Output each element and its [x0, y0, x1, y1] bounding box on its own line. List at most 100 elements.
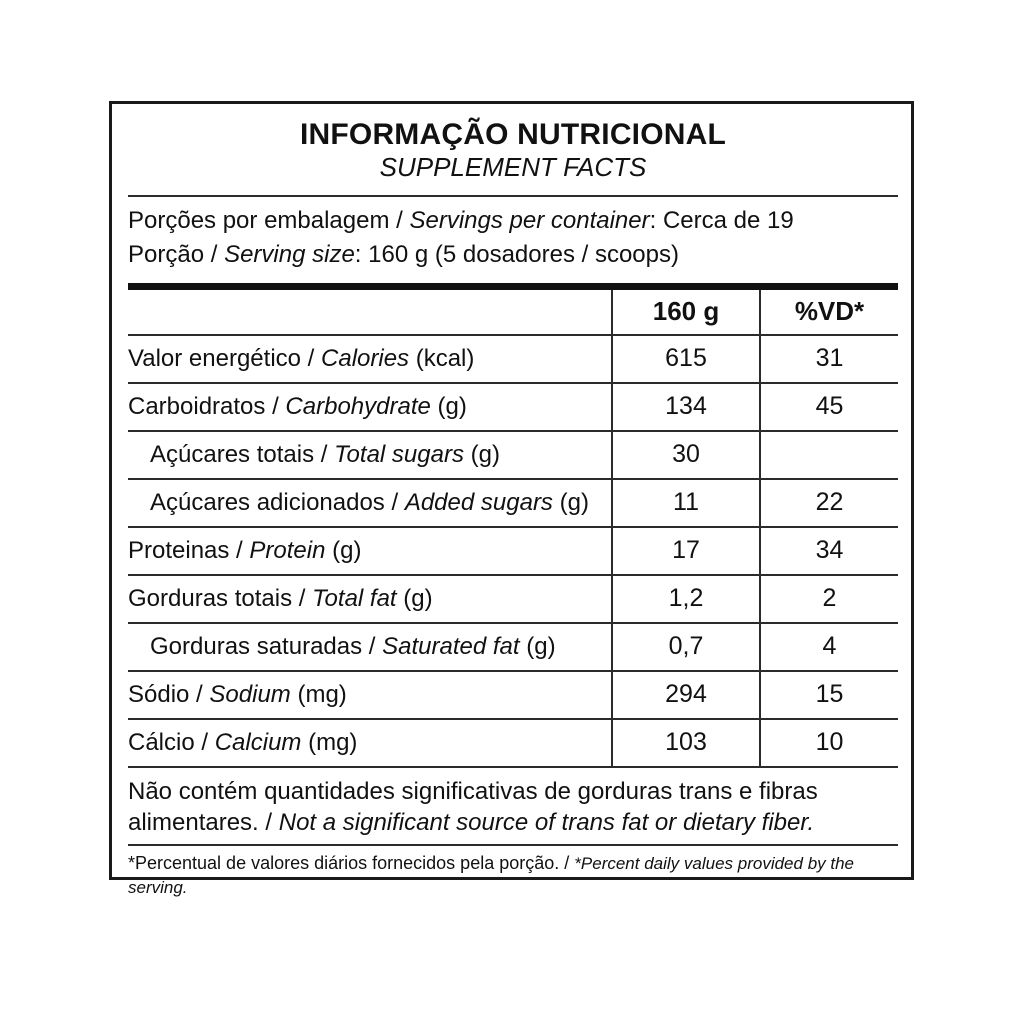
- servings-per-container-value: : Cerca de 19: [649, 206, 794, 234]
- daily-value-footnote-pt: *Percentual de valores diários fornecido…: [128, 852, 560, 873]
- serving-size-value: : 160 g (5 dosadores / scoops): [354, 241, 679, 269]
- nutrient-name-en: Sodium: [209, 680, 291, 708]
- nutrition-table-body: Valor energético / Calories (kcal) 615 31 C…: [128, 334, 898, 768]
- nutrient-name-cell: Açúcares totais / Total sugars (g): [128, 430, 612, 480]
- daily-value-footnote: *Percentual de valores diários fornecido…: [128, 846, 898, 900]
- table-row: Carboidratos / Carbohydrate (g) 134 45: [128, 382, 898, 432]
- nutrient-name-separator: /: [229, 536, 250, 564]
- nutrient-name-cell: Gorduras totais / Total fat (g): [128, 574, 612, 624]
- serving-size-line: Porção / Serving size: 160 g (5 dosadore…: [128, 238, 898, 273]
- nutrient-name-separator: /: [301, 344, 322, 372]
- servings-per-container-line: Porções por embalagem / Servings per con…: [128, 204, 898, 239]
- nutrient-amount-cell: 17: [611, 526, 760, 576]
- serving-size-label-pt: Porção: [128, 241, 205, 269]
- table-row: Valor energético / Calories (kcal) 615 31: [128, 334, 898, 384]
- nutrient-unit: (g): [403, 584, 433, 612]
- nutrient-name-pt: Valor energético: [128, 344, 301, 372]
- nutrient-name-cell: Gorduras saturadas / Saturated fat (g): [128, 622, 612, 672]
- nutrient-name-separator: /: [194, 728, 215, 756]
- nutrient-amount-cell: 615: [611, 334, 760, 384]
- table-row: Sódio / Sodium (mg) 294 15: [128, 670, 898, 720]
- nutrient-daily-value-cell: [759, 430, 898, 480]
- nutrient-name-pt: Gorduras saturadas: [150, 632, 363, 660]
- daily-value-footnote-separator: /: [559, 852, 575, 873]
- nutrient-name-separator: /: [292, 584, 313, 612]
- nutrient-daily-value-cell: 4: [759, 622, 898, 672]
- table-row: Proteinas / Protein (g) 17 34: [128, 526, 898, 576]
- nutrient-daily-value-cell: 15: [759, 670, 898, 720]
- nutrient-unit: (mg): [297, 680, 347, 708]
- servings-per-container-label-pt: Porções por embalagem: [128, 206, 390, 234]
- label-inner: INFORMAÇÃO NUTRICIONAL SUPPLEMENT FACTS …: [128, 104, 898, 899]
- nutrient-name-separator: /: [362, 632, 383, 660]
- table-header-row: 160 g %VD*: [128, 289, 898, 336]
- nutrient-daily-value-cell: 34: [759, 526, 898, 576]
- table-header-blank: [128, 289, 612, 336]
- page-title: INFORMAÇÃO NUTRICIONAL: [299, 118, 727, 151]
- nutrient-name-cell: Açúcares adicionados / Added sugars (g): [128, 478, 612, 528]
- nutrient-amount-cell: 30: [611, 430, 760, 480]
- nutrient-name-en: Added sugars: [404, 488, 553, 516]
- nutrient-amount-cell: 103: [611, 718, 760, 768]
- nutrient-amount-cell: 0,7: [611, 622, 760, 672]
- nutrient-name-en: Calcium: [214, 728, 302, 756]
- nutrient-unit: (kcal): [415, 344, 475, 372]
- nutrient-name-pt: Carboidratos: [128, 392, 266, 420]
- table-row: Açúcares totais / Total sugars (g) 30: [128, 430, 898, 480]
- nutrient-name-cell: Sódio / Sodium (mg): [128, 670, 612, 720]
- nutrient-unit: (g): [559, 488, 589, 516]
- nutrient-name-cell: Valor energético / Calories (kcal): [128, 334, 612, 384]
- nutrient-daily-value-cell: 10: [759, 718, 898, 768]
- nutrient-unit: (g): [437, 392, 467, 420]
- servings-separator-2: /: [204, 241, 225, 269]
- nutrient-name-pt: Sódio: [128, 680, 190, 708]
- nutrient-name-cell: Carboidratos / Carbohydrate (g): [128, 382, 612, 432]
- nutrient-unit: (g): [470, 440, 500, 468]
- nutrient-name-cell: Cálcio / Calcium (mg): [128, 718, 612, 768]
- nutrient-name-en: Saturated fat: [382, 632, 520, 660]
- nutrient-daily-value-cell: 22: [759, 478, 898, 528]
- daily-value-footnote-en: *Percent daily values provided by the se…: [128, 853, 855, 897]
- nutrient-name-en: Carbohydrate: [285, 392, 431, 420]
- nutrient-unit: (g): [332, 536, 362, 564]
- nutrient-name-en: Calories: [321, 344, 410, 372]
- nutrient-name-en: Protein: [249, 536, 326, 564]
- table-header-amount: 160 g: [611, 289, 760, 336]
- nutrient-name-separator: /: [384, 488, 405, 516]
- nutrient-name-pt: Açúcares adicionados: [150, 488, 385, 516]
- nutrient-amount-cell: 11: [611, 478, 760, 528]
- nutrient-name-pt: Açúcares totais: [150, 440, 315, 468]
- nutrient-daily-value-cell: 45: [759, 382, 898, 432]
- trans-fat-note-en: Not a significant source of trans fat or…: [278, 808, 815, 836]
- table-row: Cálcio / Calcium (mg) 103 10: [128, 718, 898, 768]
- servings-per-container-label-en: Servings per container: [409, 206, 650, 234]
- table-row: Açúcares adicionados / Added sugars (g) 1…: [128, 478, 898, 528]
- nutrient-daily-value-cell: 2: [759, 574, 898, 624]
- table-row: Gorduras totais / Total fat (g) 1,2 2: [128, 574, 898, 624]
- serving-size-label-en: Serving size: [224, 241, 355, 269]
- divider-thick-above-table: [128, 282, 898, 290]
- nutrient-amount-cell: 134: [611, 382, 760, 432]
- nutrient-name-separator: /: [189, 680, 210, 708]
- nutrition-table: 160 g %VD* Valor energético / Calories (…: [128, 289, 898, 768]
- nutrient-name-cell: Proteinas / Protein (g): [128, 526, 612, 576]
- nutrient-unit: (g): [526, 632, 556, 660]
- nutrient-name-pt: Proteinas: [128, 536, 230, 564]
- trans-fat-note-pt: Não contém quantidades significativas de…: [128, 777, 818, 836]
- trans-fat-note-separator: /: [258, 808, 279, 836]
- table-row: Gorduras saturadas / Saturated fat (g) 0,…: [128, 622, 898, 672]
- nutrition-facts-panel: INFORMAÇÃO NUTRICIONAL SUPPLEMENT FACTS …: [109, 101, 914, 897]
- nutrient-amount-cell: 1,2: [611, 574, 760, 624]
- nutrient-name-separator: /: [265, 392, 286, 420]
- servings-separator-1: /: [389, 206, 410, 234]
- page-subtitle: SUPPLEMENT FACTS: [379, 152, 647, 183]
- nutrient-name-pt: Cálcio: [128, 728, 195, 756]
- servings-block: Porções por embalagem / Servings per con…: [128, 197, 898, 273]
- nutrient-name-en: Total sugars: [334, 440, 464, 468]
- nutrient-amount-cell: 294: [611, 670, 760, 720]
- table-header-daily-value: %VD*: [759, 289, 898, 336]
- divider-above-footnote: [128, 843, 898, 846]
- nutrient-unit: (mg): [308, 728, 358, 756]
- divider-under-title: [128, 194, 898, 197]
- trans-fat-note: Não contém quantidades significativas de…: [128, 768, 898, 844]
